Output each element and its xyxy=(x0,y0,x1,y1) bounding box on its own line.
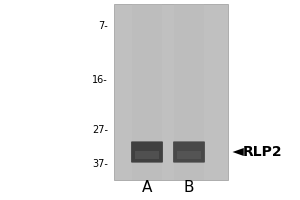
Text: B: B xyxy=(184,180,194,196)
Text: RLP2: RLP2 xyxy=(243,145,283,159)
Text: A: A xyxy=(142,180,152,196)
Text: 16-: 16- xyxy=(92,75,108,85)
Bar xyxy=(135,151,159,159)
Bar xyxy=(114,4,228,180)
Bar xyxy=(132,4,162,180)
Text: 27-: 27- xyxy=(92,125,108,135)
Bar xyxy=(177,151,201,159)
Text: 7-: 7- xyxy=(98,21,108,31)
Bar xyxy=(174,4,204,180)
FancyBboxPatch shape xyxy=(173,141,205,163)
Text: 37-: 37- xyxy=(92,159,108,169)
FancyBboxPatch shape xyxy=(131,141,163,163)
Polygon shape xyxy=(232,148,244,156)
